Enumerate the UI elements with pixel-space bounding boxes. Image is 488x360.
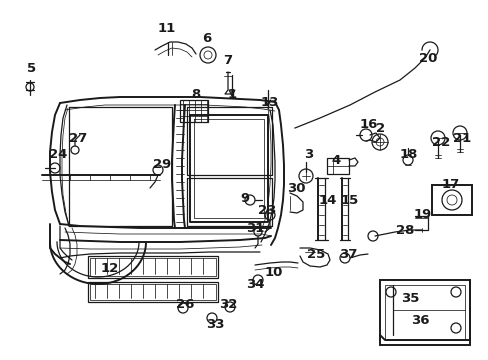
- Text: 24: 24: [49, 148, 67, 162]
- Text: 30: 30: [286, 181, 305, 194]
- Text: 35: 35: [400, 292, 418, 305]
- Text: 23: 23: [257, 203, 276, 216]
- Bar: [384, 285, 464, 340]
- Bar: [88, 282, 218, 302]
- Text: 4: 4: [331, 153, 340, 166]
- Text: 26: 26: [176, 298, 194, 311]
- Text: 8: 8: [191, 89, 200, 102]
- Bar: [90, 258, 216, 276]
- Text: 1: 1: [227, 89, 236, 102]
- Bar: [180, 100, 207, 122]
- Text: 32: 32: [218, 298, 237, 311]
- Text: 5: 5: [27, 62, 37, 75]
- Text: 27: 27: [69, 131, 87, 144]
- Text: 17: 17: [441, 179, 459, 192]
- Bar: [90, 284, 216, 300]
- Text: 28: 28: [395, 224, 413, 237]
- Bar: [88, 256, 218, 278]
- Text: 9: 9: [240, 192, 249, 204]
- Text: 25: 25: [306, 248, 325, 261]
- Bar: [379, 280, 469, 345]
- Text: 22: 22: [431, 135, 449, 148]
- Text: 11: 11: [158, 22, 176, 35]
- Text: 14: 14: [318, 194, 337, 207]
- Text: 31: 31: [245, 221, 264, 234]
- Text: 37: 37: [338, 248, 356, 261]
- Text: 2: 2: [376, 122, 385, 135]
- Text: 15: 15: [340, 194, 358, 207]
- Text: 18: 18: [399, 148, 417, 162]
- Bar: [326, 158, 348, 174]
- Text: 21: 21: [452, 131, 470, 144]
- Text: 33: 33: [205, 319, 224, 332]
- Text: 16: 16: [359, 118, 377, 131]
- Text: 13: 13: [260, 95, 279, 108]
- Text: 20: 20: [418, 51, 436, 64]
- Text: 12: 12: [101, 261, 119, 274]
- Text: 34: 34: [245, 279, 264, 292]
- Text: 7: 7: [223, 54, 232, 67]
- Text: 29: 29: [153, 158, 171, 171]
- Text: 36: 36: [410, 314, 428, 327]
- Text: 10: 10: [264, 266, 283, 279]
- Text: 19: 19: [413, 208, 431, 221]
- Text: 3: 3: [304, 148, 313, 162]
- Text: 6: 6: [202, 31, 211, 45]
- Bar: [431, 185, 471, 215]
